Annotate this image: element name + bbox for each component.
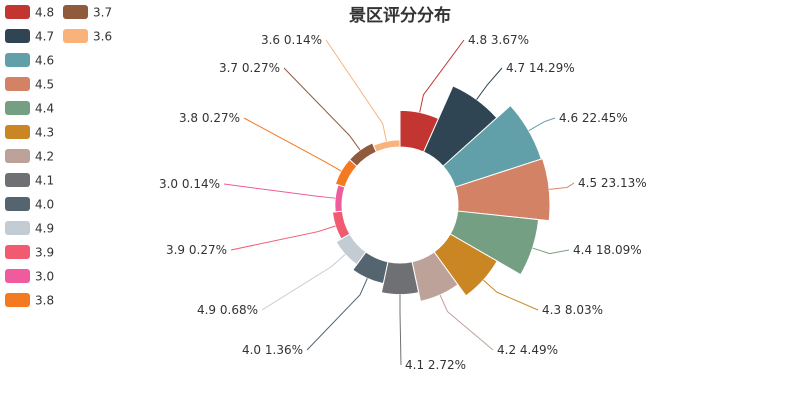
legend-swatch (63, 29, 88, 43)
slice-3-9[interactable] (331, 210, 351, 240)
legend-label: 4.3 (35, 126, 54, 140)
leader-line (306, 278, 368, 351)
legend-item-4-0[interactable]: 4.0 (5, 197, 54, 212)
leader-line (476, 67, 503, 100)
leader-line (419, 39, 465, 113)
leader-line (439, 294, 494, 351)
legend-item-4-5[interactable]: 4.5 (5, 77, 54, 92)
slice-label-3-6: 3.6 0.14% (261, 33, 322, 47)
slice-4-1[interactable] (380, 261, 420, 295)
legend-label: 4.6 (35, 54, 54, 68)
legend-label: 3.6 (93, 30, 112, 44)
slice-4-2[interactable] (411, 251, 459, 302)
slice-4-5[interactable] (454, 158, 551, 222)
legend-label: 4.2 (35, 150, 54, 164)
legend-swatch (5, 5, 30, 19)
legend-label: 3.7 (93, 6, 112, 20)
slice-3-6[interactable] (372, 139, 401, 153)
legend-swatch (63, 5, 88, 19)
legend-swatch (5, 197, 30, 211)
slice-4-0[interactable] (352, 251, 389, 285)
legend-swatch (5, 101, 30, 115)
legend-label: 4.8 (35, 6, 54, 20)
legend-item-3-9[interactable]: 3.9 (5, 245, 54, 260)
legend-swatch (5, 269, 30, 283)
slice-3-7[interactable] (348, 142, 378, 167)
legend-swatch (5, 77, 30, 91)
legend-swatch (5, 173, 30, 187)
leader-line (230, 225, 336, 251)
legend-item-3-7[interactable]: 3.7 (63, 5, 112, 20)
slice-4-9[interactable] (335, 233, 367, 266)
chart-title: 景区评分分布 (349, 5, 451, 26)
legend-item-3-0[interactable]: 3.0 (5, 269, 54, 284)
legend-item-4-7[interactable]: 4.7 (5, 29, 54, 44)
leader-line (399, 294, 402, 366)
legend-item-4-2[interactable]: 4.2 (5, 149, 54, 164)
legend-label: 4.1 (35, 174, 54, 188)
slice-label-4-5: 4.5 23.13% (578, 176, 647, 190)
legend-item-4-4[interactable]: 4.4 (5, 101, 54, 116)
slice-label-3-7: 3.7 0.27% (219, 61, 280, 75)
legend-swatch (5, 149, 30, 163)
slice-label-4-1: 4.1 2.72% (405, 358, 466, 372)
legend-swatch (5, 221, 30, 235)
leader-line (243, 117, 342, 172)
legend-label: 4.9 (35, 222, 54, 236)
legend-item-4-9[interactable]: 4.9 (5, 221, 54, 236)
legend-item-3-6[interactable]: 3.6 (63, 29, 112, 44)
legend-item-4-8[interactable]: 4.8 (5, 5, 54, 20)
leader-line (532, 247, 570, 255)
slice-label-4-7: 4.7 14.29% (506, 61, 575, 75)
legend-label: 3.0 (35, 270, 54, 284)
legend-swatch (5, 245, 30, 259)
slice-3-0[interactable] (334, 184, 346, 213)
legend: 4.8 4.7 4.6 4.5 4.4 4.3 4.2 4.1 4.0 4.9 3.9 3.0 3.8 3… (5, 5, 112, 308)
leader-line (223, 183, 336, 199)
legend-label: 3.9 (35, 246, 54, 260)
legend-label: 4.0 (35, 198, 54, 212)
legend-swatch (5, 53, 30, 67)
slice-labels: 4.8 3.67% 4.7 14.29% 4.6 22.45% 4.5 23.13% 4… (159, 33, 647, 372)
legend-item-4-1[interactable]: 4.1 (5, 173, 54, 188)
legend-swatch (5, 125, 30, 139)
slice-4-3[interactable] (433, 233, 498, 297)
slice-label-4-0: 4.0 1.36% (242, 343, 303, 357)
leader-line (528, 117, 556, 132)
legend-label: 4.5 (35, 78, 54, 92)
slice-label-4-2: 4.2 4.49% (497, 343, 558, 357)
slice-label-4-8: 4.8 3.67% (468, 33, 529, 47)
slice-label-4-6: 4.6 22.45% (559, 111, 628, 125)
leader-line (483, 279, 539, 311)
leader-line (325, 39, 387, 142)
rose-slices (331, 85, 551, 302)
slice-label-4-4: 4.4 18.09% (573, 243, 642, 257)
slice-label-3-8: 3.8 0.27% (179, 111, 240, 125)
legend-swatch (5, 29, 30, 43)
slice-label-4-3: 4.3 8.03% (542, 303, 603, 317)
legend-swatch (5, 293, 30, 307)
legend-label: 4.4 (35, 102, 54, 116)
legend-item-4-6[interactable]: 4.6 (5, 53, 54, 68)
slice-label-3-0: 3.0 0.14% (159, 177, 220, 191)
leader-line (261, 253, 346, 311)
legend-label: 3.8 (35, 294, 54, 308)
legend-item-3-8[interactable]: 3.8 (5, 293, 54, 308)
leader-line (549, 182, 575, 190)
legend-label: 4.7 (35, 30, 54, 44)
legend-item-4-3[interactable]: 4.3 (5, 125, 54, 140)
slice-label-4-9: 4.9 0.68% (197, 303, 258, 317)
slice-label-3-9: 3.9 0.27% (166, 243, 227, 257)
leader-line (283, 67, 361, 151)
slice-4-4[interactable] (449, 210, 540, 276)
